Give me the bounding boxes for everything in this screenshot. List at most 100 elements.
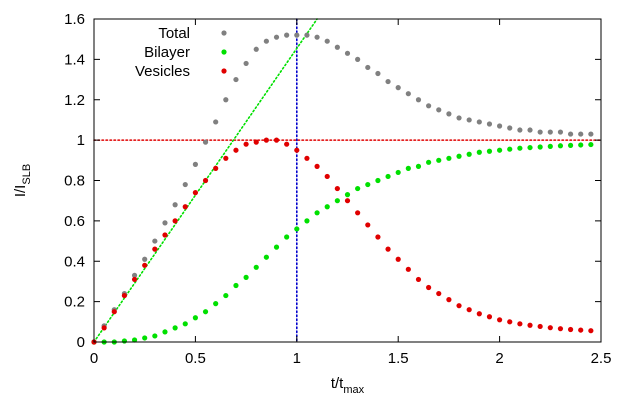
data-point-bilayer [497, 147, 503, 153]
data-point-vesicles [476, 311, 482, 317]
data-point-vesicles [446, 297, 452, 303]
data-point-total [507, 125, 513, 131]
data-point-bilayer [436, 157, 442, 163]
data-point-bilayer [476, 149, 482, 155]
data-point-bilayer [294, 226, 300, 232]
data-point-vesicles [162, 232, 168, 238]
data-point-vesicles [547, 325, 553, 331]
data-point-total [476, 119, 482, 125]
data-point-bilayer [253, 264, 259, 270]
y-tick-label: 1.2 [64, 92, 85, 109]
data-point-vesicles [172, 218, 178, 224]
data-point-vesicles [334, 185, 340, 192]
data-point-total [405, 91, 411, 97]
data-point-total [466, 117, 472, 123]
axis-ticks: 0 0.5 1 1.5 2 2.5 0 0.2 0.4 0.6 0.8 1 1.2 1.4 1.6 [64, 11, 611, 367]
data-point-bilayer [517, 145, 523, 151]
data-point-bilayer [142, 335, 148, 341]
data-point-vesicles [111, 309, 117, 315]
x-tick-label: 0.5 [185, 350, 206, 367]
data-point-total [172, 202, 178, 208]
data-point-vesicles [588, 328, 594, 334]
data-point-total [385, 78, 391, 85]
data-point-bilayer [567, 142, 574, 148]
legend-marker-total [221, 30, 227, 36]
data-point-vesicles [385, 246, 391, 252]
data-points [91, 32, 594, 345]
x-axis-title-base: t/t [331, 375, 344, 392]
data-point-vesicles [507, 319, 513, 325]
data-point-bilayer [162, 329, 168, 335]
data-point-vesicles [344, 198, 351, 204]
data-point-vesicles [436, 290, 442, 297]
y-tick-label: 0.4 [64, 253, 85, 270]
y-tick-label: 0 [77, 334, 85, 351]
data-point-total [395, 85, 401, 91]
data-point-vesicles [324, 173, 330, 180]
data-point-vesicles [466, 307, 472, 313]
data-point-total [344, 50, 351, 56]
data-point-bilayer [213, 301, 219, 307]
data-point-vesicles [497, 317, 503, 323]
data-point-bilayer [192, 315, 198, 321]
data-point-total [426, 103, 432, 109]
data-point-vesicles [223, 155, 229, 161]
data-point-total [517, 127, 523, 133]
data-point-total [324, 38, 330, 44]
data-point-total [557, 129, 564, 135]
data-point-bilayer [557, 143, 564, 149]
y-tick-label: 1 [77, 132, 85, 149]
data-point-vesicles [273, 137, 280, 143]
data-point-total [578, 131, 584, 137]
data-point-total [547, 129, 553, 135]
x-tick-label: 0 [90, 350, 98, 367]
data-point-total [243, 60, 249, 67]
data-point-bilayer [324, 204, 330, 210]
x-axis-title-sub: max [343, 384, 364, 396]
x-tick-label: 1 [293, 350, 301, 367]
data-point-bilayer [314, 210, 320, 216]
data-point-total [131, 272, 138, 278]
data-point-vesicles [131, 276, 138, 283]
data-point-total [202, 139, 209, 145]
data-point-total [456, 115, 462, 121]
data-point-bilayer [131, 337, 138, 343]
data-point-vesicles [314, 163, 320, 169]
data-point-total [273, 34, 280, 40]
data-point-bilayer [507, 146, 513, 152]
data-point-bilayer [588, 141, 594, 148]
data-point-bilayer [415, 163, 422, 169]
data-point-vesicles [233, 147, 239, 153]
data-point-total [162, 220, 168, 226]
data-point-total [192, 161, 198, 167]
data-point-total [263, 38, 269, 44]
data-point-vesicles [355, 210, 361, 216]
data-point-total [142, 256, 148, 262]
data-point-vesicles [527, 322, 533, 328]
data-point-total [567, 131, 574, 137]
data-point-total [294, 32, 300, 38]
data-point-bilayer [355, 185, 361, 192]
data-point-bilayer [202, 309, 209, 315]
data-point-vesicles [192, 190, 198, 196]
y-tick-label: 0.6 [64, 213, 85, 230]
data-point-bilayer [486, 148, 493, 154]
data-point-bilayer [334, 198, 340, 204]
x-tick-label: 2.5 [591, 350, 612, 367]
x-tick-label: 1.5 [388, 350, 409, 367]
data-point-total [527, 127, 533, 133]
data-point-vesicles [415, 276, 422, 283]
data-point-bilayer [121, 338, 128, 344]
y-axis-title-base: I/I [12, 185, 29, 198]
y-tick-label: 1.6 [64, 11, 85, 28]
data-point-total [233, 76, 239, 83]
legend-label-total: Total [158, 25, 190, 42]
data-point-vesicles [304, 155, 310, 161]
data-point-bilayer [152, 333, 158, 339]
data-point-vesicles [243, 141, 249, 147]
data-point-total [446, 111, 452, 117]
data-point-bilayer [172, 325, 178, 331]
legend-label-bilayer: Bilayer [144, 44, 190, 61]
data-point-vesicles [142, 262, 148, 268]
data-point-total [334, 44, 340, 50]
